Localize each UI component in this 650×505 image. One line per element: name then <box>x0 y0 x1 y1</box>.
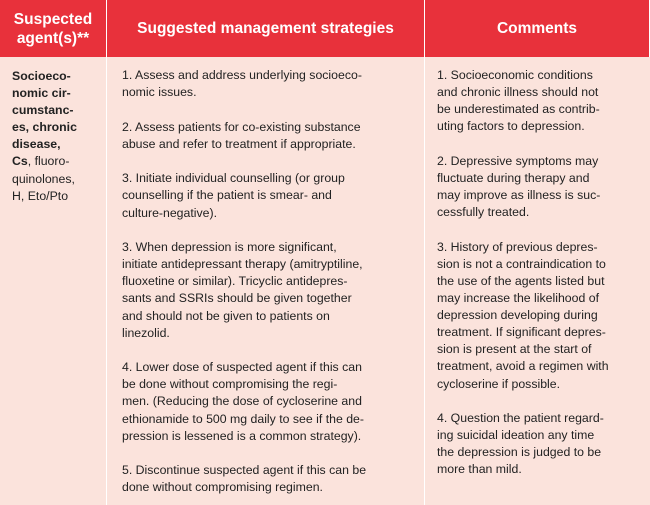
header-comments-label: Comments <box>496 20 578 37</box>
strategy-item: 3. When depression is more significant, … <box>122 240 363 340</box>
agents-text: Socioeco- nomic cir- cumstanc- es, chron… <box>12 68 102 205</box>
header-suspected-agents-label: Suspected agent(s)** <box>13 10 93 47</box>
strategy-item: 1. Assess and address underlying socioec… <box>122 68 362 100</box>
strategy-item: 4. Lower dose of suspected agent if this… <box>122 360 364 443</box>
comment-item: 2. Depressive symptoms may fluctuate dur… <box>437 153 601 220</box>
strategy-item: 2. Assess patients for co-existing subst… <box>122 119 361 151</box>
comment-item: 1. Socioeconomic conditions and chronic … <box>437 68 600 134</box>
comment-item: 3. History of previous depres- sion is n… <box>437 239 609 391</box>
header-management-strategies: Suggested management strategies <box>107 0 425 57</box>
comment-item: 4. Question the patient regard- ing suic… <box>437 411 604 477</box>
comments-cell: 1. Socioeconomic conditions and chronic … <box>425 57 650 505</box>
header-suspected-agents: Suspected agent(s)** <box>0 0 107 57</box>
agents-cell: Socioeco- nomic cir- cumstanc- es, chron… <box>0 57 107 505</box>
strategy-item: 3. Initiate individual counselling (or g… <box>122 171 345 220</box>
strategy-item: 5. Discontinue suspected agent if this c… <box>122 463 367 495</box>
header-comments: Comments <box>425 0 650 57</box>
header-management-strategies-label: Suggested management strategies <box>137 20 394 37</box>
strategies-cell: 1. Assess and address underlying socioec… <box>107 57 425 505</box>
agents-regular-text: , fluoro- quinolones, H, Eto/Pto <box>12 154 75 203</box>
agents-bold-text: Socioeco- nomic cir- cumstanc- es, chron… <box>12 69 77 169</box>
